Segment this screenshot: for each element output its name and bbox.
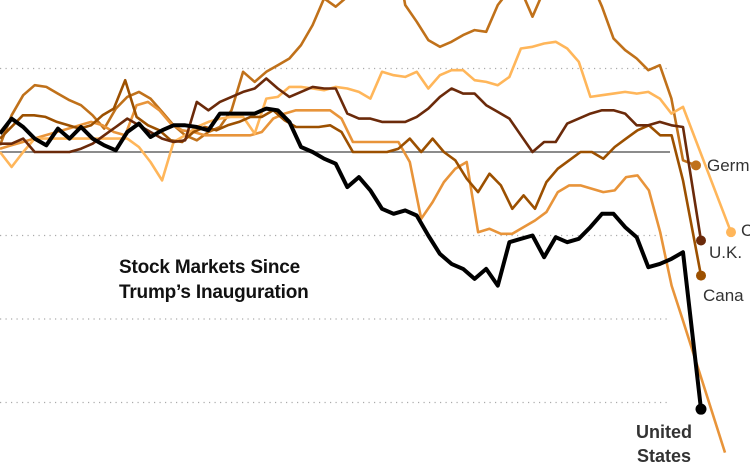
chart-title: Stock Markets Since Trump’s Inauguration	[119, 255, 309, 305]
label-united-states-line-1: United	[636, 422, 692, 442]
series-line-united-states	[0, 106, 703, 410]
chart-title-line-2: Trump’s Inauguration	[119, 282, 309, 303]
series-line-germany	[0, 0, 697, 167]
label-canada: Cana	[703, 286, 744, 305]
series-lines	[0, 0, 733, 453]
end-dot-c	[726, 227, 736, 238]
label-united-states: United States	[636, 420, 692, 468]
end-dot-canada	[696, 270, 706, 281]
label-c-market: C	[741, 221, 750, 240]
series-line-c	[0, 40, 733, 233]
end-dot-germany	[691, 160, 701, 171]
series-line-u-k-	[0, 77, 703, 241]
end-dot-united-states	[695, 403, 707, 415]
end-dots	[691, 160, 736, 415]
label-uk: U.K.	[709, 243, 743, 262]
series-line-unlabeled-orange-market	[0, 100, 727, 453]
series-line-canada	[0, 78, 703, 276]
end-dot-u-k-	[696, 235, 706, 246]
chart-title-line-1: Stock Markets Since	[119, 257, 301, 278]
label-germany: Germ	[707, 156, 750, 175]
label-united-states-line-2: States	[636, 446, 692, 466]
